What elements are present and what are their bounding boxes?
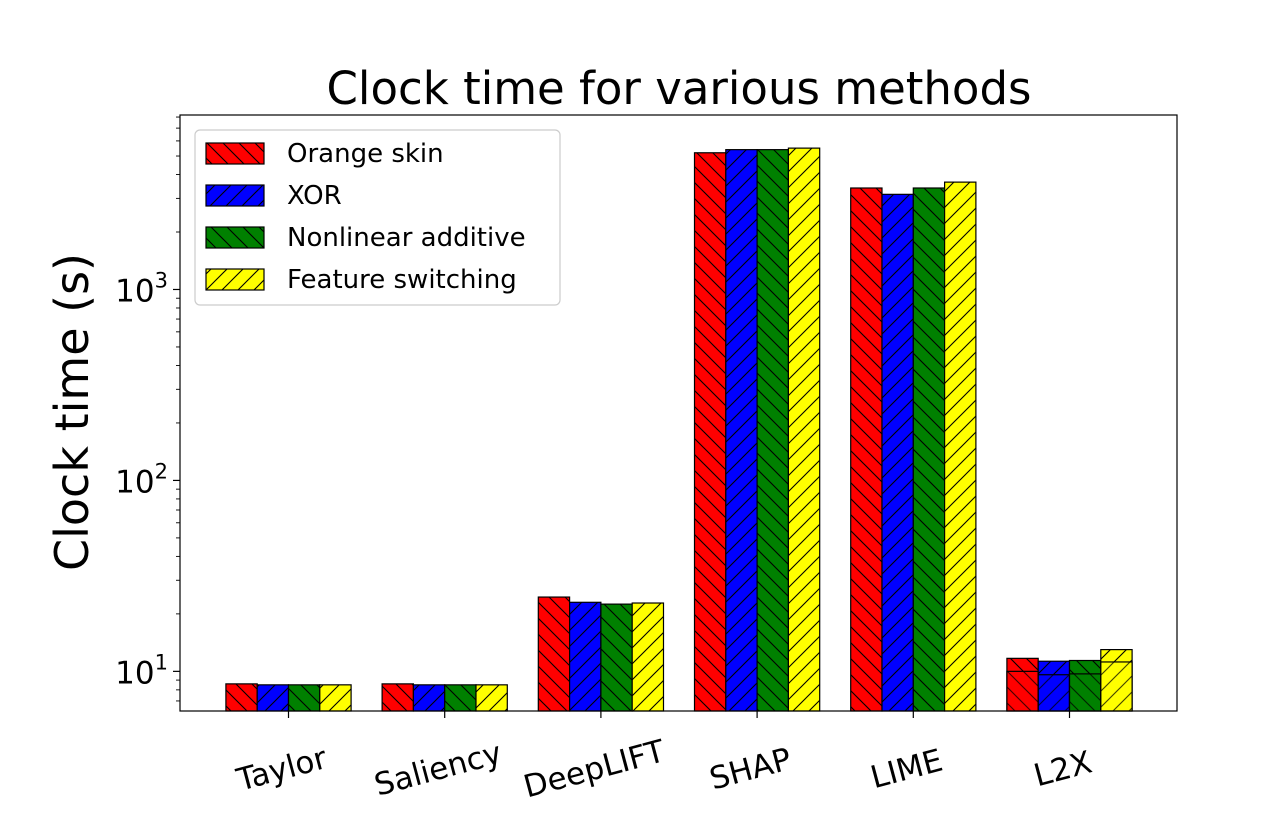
bar-taylor-nonlinear-additive (287, 684, 321, 712)
bar-shap-nonlinear-additive (756, 149, 789, 712)
y-axis-ticks: 101 102 103 (115, 116, 180, 702)
bar-deeplift-orange-skin (537, 596, 571, 712)
legend-label-orange-skin: Orange skin (287, 139, 444, 169)
bar-lime-xor (881, 193, 914, 712)
x-tick-label-lime: LIME (867, 743, 947, 797)
bar-taylor-xor (256, 684, 290, 712)
bar-lime-feature-switching (943, 181, 977, 712)
bar-shap-orange-skin (693, 152, 727, 712)
x-tick-label-deeplift: DeepLIFT (520, 733, 670, 805)
bar-saliency-nonlinear-additive (444, 684, 477, 712)
bar-lime-nonlinear-additive (912, 187, 946, 712)
bar-shap-xor (725, 149, 758, 712)
y-axis-label: Clock time (s) (45, 253, 99, 571)
bar-deeplift-nonlinear-additive (600, 603, 633, 712)
x-axis-ticks: Taylor Saliency DeepLIFT SHAP LIME L2X (232, 711, 1096, 805)
bar-deeplift-xor (568, 601, 602, 712)
bar-lime-orange-skin (850, 187, 883, 712)
bar-l2x-inner-orange-skin (1006, 670, 1039, 712)
bar-saliency-xor (412, 684, 446, 712)
x-tick-label-shap: SHAP (706, 741, 795, 797)
x-tick-label-l2x: L2X (1030, 744, 1096, 794)
legend: Orange skin XOR Nonlinear additive Feature … (194, 129, 561, 306)
legend-swatch-feature-switching (205, 268, 265, 291)
bars (225, 147, 1133, 712)
bar-shap-feature-switching (787, 147, 821, 712)
legend-label-feature-switching: Feature switching (287, 265, 517, 295)
legend-label-xor: XOR (287, 181, 342, 211)
bar-l2x-inner-nonlinear-additive (1068, 673, 1102, 712)
y-tick-label: 103 (115, 268, 168, 309)
y-tick-label: 101 (115, 650, 168, 691)
legend-swatch-xor (205, 184, 265, 207)
legend-swatch-orange-skin (205, 142, 265, 165)
x-tick-label-taylor: Taylor (232, 740, 331, 799)
legend-box (194, 129, 561, 306)
legend-swatch-nonlinear-additive (205, 226, 265, 249)
bar-l2x-inner-xor (1037, 674, 1071, 712)
y-tick-label: 102 (115, 459, 168, 500)
bar-saliency-feature-switching (475, 684, 508, 712)
x-tick-label-saliency: Saliency (371, 735, 506, 803)
legend-label-nonlinear-additive: Nonlinear additive (287, 223, 526, 253)
bar-l2x-inner-feature-switching (1100, 661, 1133, 712)
chart-title: Clock time for various methods (327, 62, 1032, 115)
bar-deeplift-feature-switching (631, 602, 665, 712)
bar-taylor-feature-switching (319, 684, 352, 712)
plot-frame (179, 114, 1178, 712)
bar-taylor-orange-skin (225, 683, 258, 712)
bar-saliency-orange-skin (381, 683, 415, 712)
